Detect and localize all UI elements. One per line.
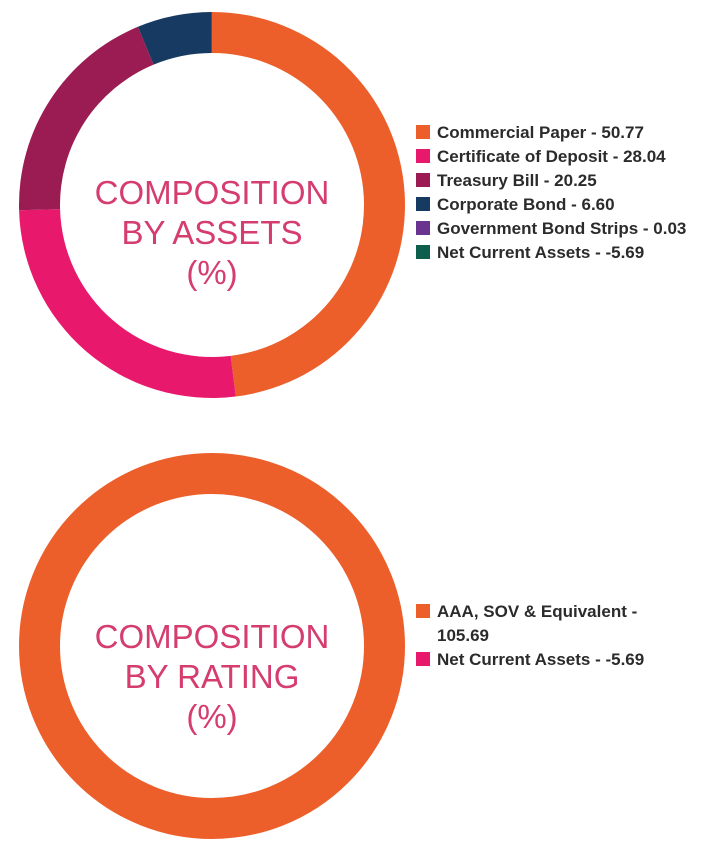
assets-legend-label: Government Bond Strips - 0.03	[437, 219, 687, 238]
assets-legend-item-corporate-bond: Corporate Bond - 6.60	[416, 193, 722, 217]
rating-legend: AAA, SOV & Equivalent - 105.69 Net Curren…	[416, 600, 666, 672]
rating-center-title-line-2: BY RATING	[124, 658, 300, 695]
assets-slice-treasury-bill	[19, 26, 154, 211]
assets-slice-corporate-bond	[137, 12, 212, 65]
assets-legend-swatch	[416, 149, 430, 163]
assets-donut-svg	[19, 12, 406, 398]
rating-legend-label: Net Current Assets - -5.69	[437, 650, 645, 669]
assets-center-title-line-2: BY ASSETS	[121, 214, 303, 251]
assets-legend-label: Corporate Bond - 6.60	[437, 195, 615, 214]
assets-legend: Commercial Paper - 50.77 Certificate of D…	[416, 121, 722, 265]
rating-legend-item-aaa-sov-equivalent: AAA, SOV & Equivalent - 105.69	[416, 600, 666, 648]
rating-slice-aaa-sov-equivalent	[19, 453, 405, 839]
assets-legend-label: Certificate of Deposit - 28.04	[437, 147, 666, 166]
rating-center-title-line-3: (%)	[186, 698, 238, 735]
rating-legend-label: AAA, SOV & Equivalent - 105.69	[437, 602, 638, 645]
assets-legend-item-government-bond-strips: Government Bond Strips - 0.03	[416, 217, 722, 241]
rating-donut-chart: COMPOSITION BY RATING (%) AAA, SOV & Equ…	[0, 450, 722, 843]
assets-center-title-line-3: (%)	[186, 254, 238, 291]
assets-slice-commercial-paper	[212, 12, 406, 397]
assets-legend-swatch	[416, 197, 430, 211]
rating-legend-item-net-current-assets: Net Current Assets - -5.69	[416, 648, 666, 672]
assets-center-title-line-1: COMPOSITION	[94, 174, 330, 211]
assets-legend-swatch	[416, 221, 430, 235]
rating-legend-swatch	[416, 652, 430, 666]
assets-legend-item-commercial-paper: Commercial Paper - 50.77	[416, 121, 722, 145]
assets-legend-label: Commercial Paper - 50.77	[437, 123, 644, 142]
assets-donut-chart: COMPOSITION BY ASSETS (%) Commercial Pap…	[0, 0, 722, 420]
assets-legend-item-net-current-assets: Net Current Assets - -5.69	[416, 241, 722, 265]
assets-legend-label: Net Current Assets - -5.69	[437, 243, 645, 262]
assets-legend-label: Treasury Bill - 20.25	[437, 171, 597, 190]
assets-center-title: COMPOSITION BY ASSETS (%)	[72, 173, 352, 293]
rating-center-title: COMPOSITION BY RATING (%)	[72, 617, 352, 737]
assets-legend-item-treasury-bill: Treasury Bill - 20.25	[416, 169, 722, 193]
assets-legend-swatch	[416, 173, 430, 187]
assets-legend-item-certificate-of-deposit: Certificate of Deposit - 28.04	[416, 145, 722, 169]
assets-legend-swatch	[416, 245, 430, 259]
assets-slice-certificate-of-deposit	[19, 209, 236, 398]
rating-center-title-line-1: COMPOSITION	[94, 618, 330, 655]
assets-legend-swatch	[416, 125, 430, 139]
rating-legend-swatch	[416, 604, 430, 618]
rating-donut-svg	[19, 453, 405, 839]
